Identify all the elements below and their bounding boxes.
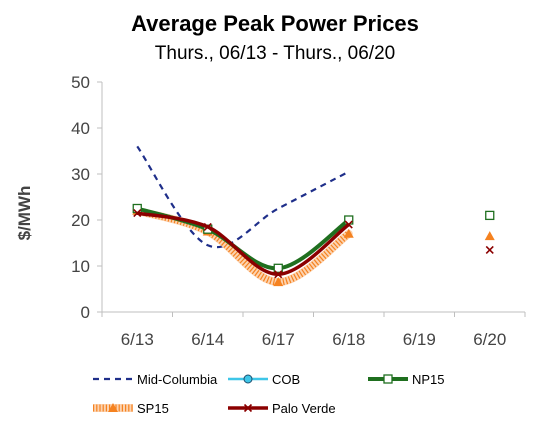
data-point-sp15 [343,228,354,238]
y-tick-label: 20 [71,211,90,230]
legend-label-mid-columbia: Mid-Columbia [137,372,218,387]
data-point-palo-verde [485,245,494,254]
legend: Mid-Columbia COB NP15 SP15 Palo Verde [93,372,445,416]
y-tick-label: 0 [81,303,90,322]
data-point-np15 [273,263,283,273]
legend-marker-palo-verde [243,403,253,413]
legend-marker-np15 [383,374,393,384]
series-palo-verde [133,209,494,279]
series-mid-columbia [136,145,350,249]
chart-title: Average Peak Power Prices [131,11,419,36]
x-tick-label: 6/13 [121,330,154,349]
y-tick-label: 30 [71,165,90,184]
series-line-mid-columbia [136,145,350,249]
series-line-palo-verde [136,211,350,277]
y-tick-label: 10 [71,257,90,276]
legend-item-sp15: SP15 [93,401,169,416]
legend-label-cob: COB [272,372,300,387]
x-tick-label: 6/14 [191,330,224,349]
data-point-sp15 [273,277,284,287]
series-sp15 [132,205,495,287]
legend-marker-cob [243,374,253,384]
x-tick-label: 6/18 [332,330,365,349]
legend-item-np15: NP15 [368,372,445,387]
data-point-palo-verde [274,270,283,279]
legend-label-sp15: SP15 [137,401,169,416]
x-tick-label: 6/20 [473,330,506,349]
x-tick-label: 6/19 [403,330,436,349]
y-tick-label: 40 [71,119,90,138]
legend-item-cob: COB [228,372,300,387]
data-point-palo-verde [203,222,212,231]
y-axis-label: $/MWh [15,186,34,241]
data-point-palo-verde [133,209,142,218]
legend-label-palo-verde: Palo Verde [272,401,336,416]
plot-area: 0 10 20 30 40 50 6/13 6/14 6/17 6/18 6/19 6/20 [71,73,526,349]
y-tick-label: 50 [71,73,90,92]
legend-marker-sp15 [108,403,118,412]
series-line-sp15 [136,207,351,286]
legend-label-np15: NP15 [412,372,445,387]
legend-item-palo-verde: Palo Verde [228,401,336,416]
data-point-palo-verde [344,220,353,229]
legend-item-mid-columbia: Mid-Columbia [93,372,218,387]
data-point-np15 [485,210,495,221]
chart-subtitle: Thurs., 06/13 - Thurs., 06/20 [155,43,395,64]
x-tick-label: 6/17 [262,330,295,349]
data-point-sp15 [484,231,495,241]
